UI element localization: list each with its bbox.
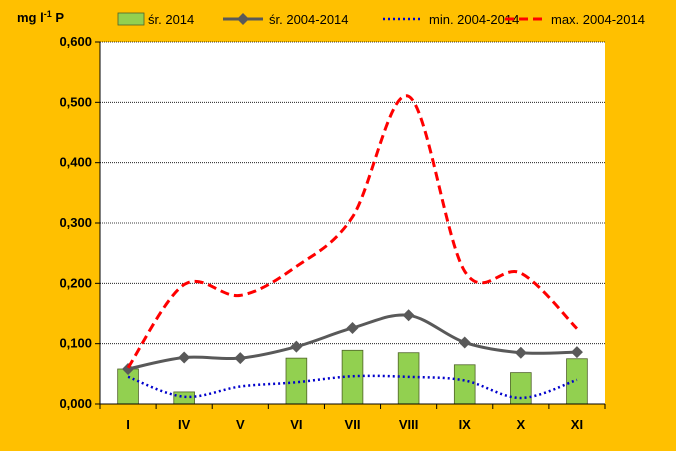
x-tick-label: VII: [345, 417, 361, 432]
legend-label: min. 2004-2014: [429, 12, 519, 27]
data-point-marker: [570, 346, 583, 359]
y-tick-label: 0,500: [59, 94, 92, 109]
y-tick-label: 0,000: [59, 396, 92, 411]
y-axis-label: mg l-1 P: [17, 9, 64, 25]
data-point-marker: [402, 309, 415, 322]
x-tick-label: XI: [571, 417, 583, 432]
data-point-marker: [346, 321, 359, 334]
bar: [397, 352, 420, 405]
y-tick-label: 0,600: [59, 34, 92, 49]
x-tick-label: X: [516, 417, 525, 432]
legend-marker: [237, 13, 249, 25]
series-lines: [122, 94, 583, 400]
legend-label: max. 2004-2014: [551, 12, 645, 27]
y-tick-label: 0,200: [59, 275, 92, 290]
y-tick-label: 0,100: [59, 336, 92, 351]
legend-swatch: [117, 12, 145, 26]
data-point-marker: [290, 340, 303, 353]
data-point-marker: [178, 351, 191, 364]
x-tick-label: V: [236, 417, 245, 432]
legend-label: śr. 2014: [148, 12, 194, 27]
data-point-marker: [514, 346, 527, 359]
data-point-marker: [122, 363, 135, 376]
x-tick-label: I: [126, 417, 130, 432]
series-line: [126, 94, 579, 369]
bar: [453, 364, 476, 405]
x-tick-label: IV: [178, 417, 191, 432]
data-point-marker: [458, 336, 471, 349]
x-tick-label: VI: [290, 417, 302, 432]
bars: [117, 349, 588, 405]
series-line: [127, 374, 578, 400]
x-tick-label: IX: [459, 417, 472, 432]
bar: [566, 358, 588, 405]
data-point-marker: [234, 352, 247, 365]
legend: śr. 2014 śr. 2004-2014 min. 2004-2014 max. …: [117, 12, 645, 27]
axes: 0,000 0,100 0,200 0,300 0,400 0,500 0,600 I IV V V…: [59, 34, 606, 432]
legend-label: śr. 2004-2014: [269, 12, 349, 27]
bar: [510, 372, 532, 405]
y-tick-label: 0,400: [59, 155, 92, 170]
x-tick-label: VIII: [399, 417, 419, 432]
y-tick-label: 0,300: [59, 215, 92, 230]
